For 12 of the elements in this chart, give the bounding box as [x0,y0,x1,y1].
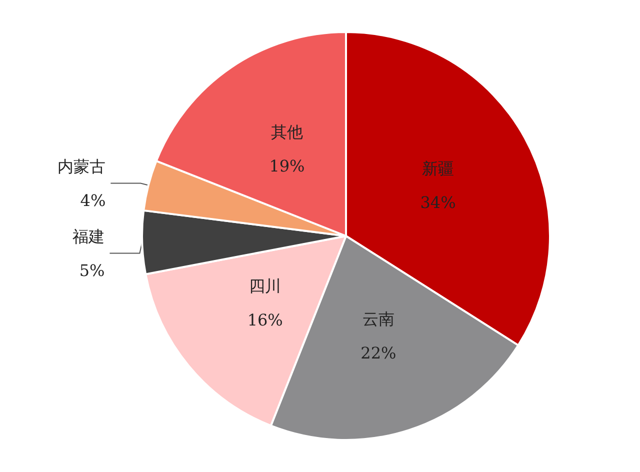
slice-label: 其他 [270,122,303,142]
slice-label: 福建 [72,226,105,246]
data-label: 5% [79,260,105,280]
data-label: 19% [269,156,305,176]
slice-label: 新疆 [422,158,454,178]
data-label: 22% [360,343,396,362]
slice-label: 内蒙古 [58,156,106,176]
slice-label: 四川 [249,276,282,296]
slice-label: 云南 [362,309,394,328]
data-label: 34% [420,192,456,212]
data-label: 4% [80,190,106,210]
data-label: 16% [247,310,283,330]
